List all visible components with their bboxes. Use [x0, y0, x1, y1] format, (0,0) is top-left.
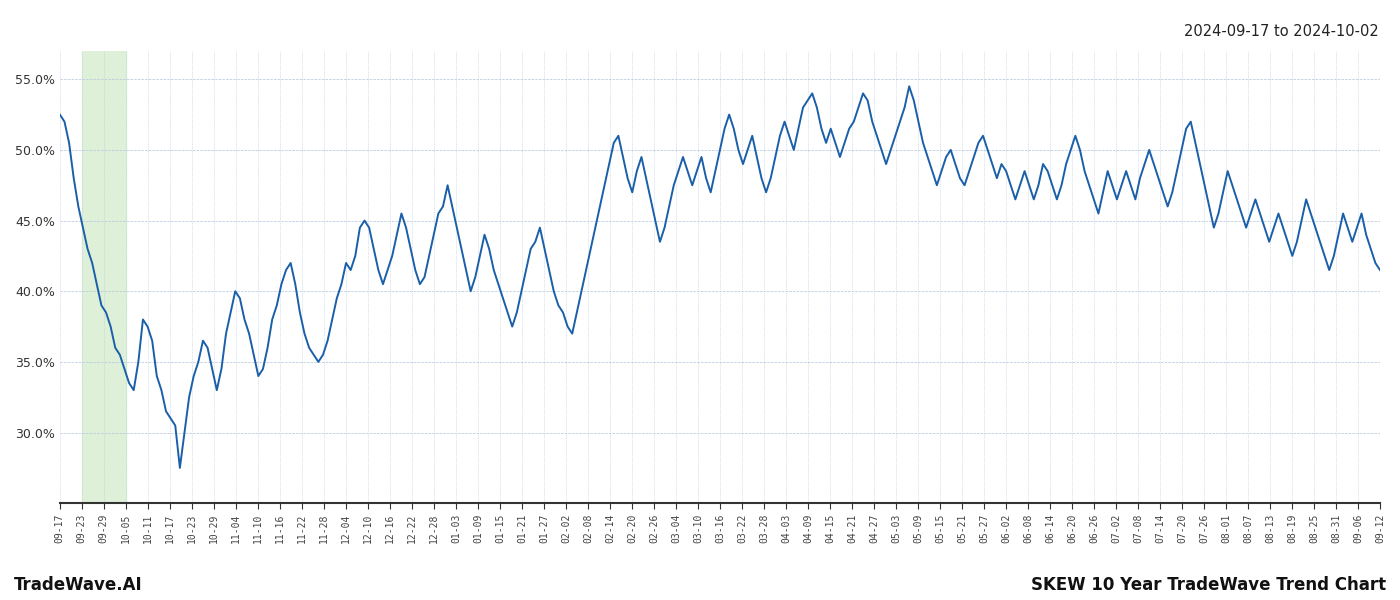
Text: SKEW 10 Year TradeWave Trend Chart: SKEW 10 Year TradeWave Trend Chart [1030, 576, 1386, 594]
Text: 2024-09-17 to 2024-10-02: 2024-09-17 to 2024-10-02 [1184, 24, 1379, 39]
Bar [81, 51, 126, 503]
Text: TradeWave.AI: TradeWave.AI [14, 576, 143, 594]
